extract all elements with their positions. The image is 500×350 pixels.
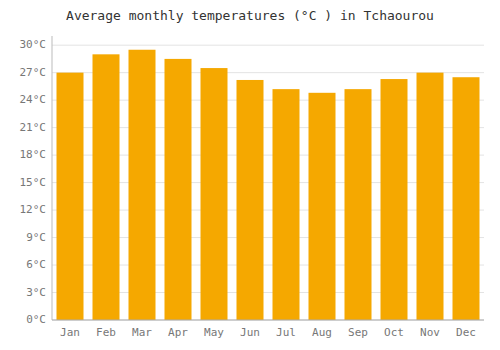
x-tick-label: Aug [312, 326, 332, 339]
x-tick-label: Mar [132, 326, 152, 339]
x-tick-label: Jul [276, 326, 296, 339]
x-tick-label: Jun [240, 326, 260, 339]
y-tick-label: 15°C [20, 176, 47, 189]
y-tick-label: 21°C [20, 121, 47, 134]
bar [93, 54, 120, 320]
title: Average monthly temperatures (°C ) in Tc… [66, 8, 434, 23]
x-tick-label: Feb [96, 326, 116, 339]
y-tick-label: 9°C [26, 231, 46, 244]
y-tick-label: 18°C [20, 148, 47, 161]
bar [453, 77, 480, 320]
bars [57, 50, 480, 320]
x-axis-line [52, 320, 484, 321]
bar [309, 93, 336, 320]
x-tick-label: May [204, 326, 224, 339]
bar [345, 89, 372, 320]
x-tick-label: Nov [420, 326, 440, 339]
x-tick-label: Dec [456, 326, 476, 339]
x-tick-label: Apr [168, 326, 188, 339]
bar [417, 73, 444, 320]
chart-container: 0°C 3°C 6°C 9°C 12°C 15°C 18°C 21°C 24°C 27°C 30°C… [0, 0, 500, 350]
chart: 0°C 3°C 6°C 9°C 12°C 15°C 18°C 21°C 24°C 27°C 30°C… [0, 0, 500, 350]
y-tick-label: 0°C [26, 313, 46, 326]
bar [129, 50, 156, 320]
y-tick-label: 6°C [26, 258, 46, 271]
y-grid-line [52, 320, 484, 321]
y-tick-label: 3°C [26, 286, 46, 299]
grid [52, 45, 484, 320]
x-tick-label: Jan [60, 326, 80, 339]
x-tick-label: Oct [384, 326, 404, 339]
x-tick-label: Sep [348, 326, 368, 339]
y-tick-label: 27°C [20, 66, 47, 79]
y-tick-label: 30°C [20, 38, 47, 51]
y-tick-label: 12°C [20, 203, 47, 216]
y-grid-line [52, 45, 484, 46]
bar [237, 80, 264, 320]
bar [381, 79, 408, 320]
y-tick-label: 24°C [20, 93, 47, 106]
y-axis-line [52, 36, 53, 320]
bar [57, 73, 84, 320]
x-axis: Jan Feb Mar Apr May Jun Jul Aug Sep Oct Nov Dec [60, 326, 476, 339]
y-axis: 0°C 3°C 6°C 9°C 12°C 15°C 18°C 21°C 24°C 27°C 30°C [20, 38, 47, 326]
bar [273, 89, 300, 320]
bar [165, 59, 192, 320]
bar [201, 68, 228, 320]
